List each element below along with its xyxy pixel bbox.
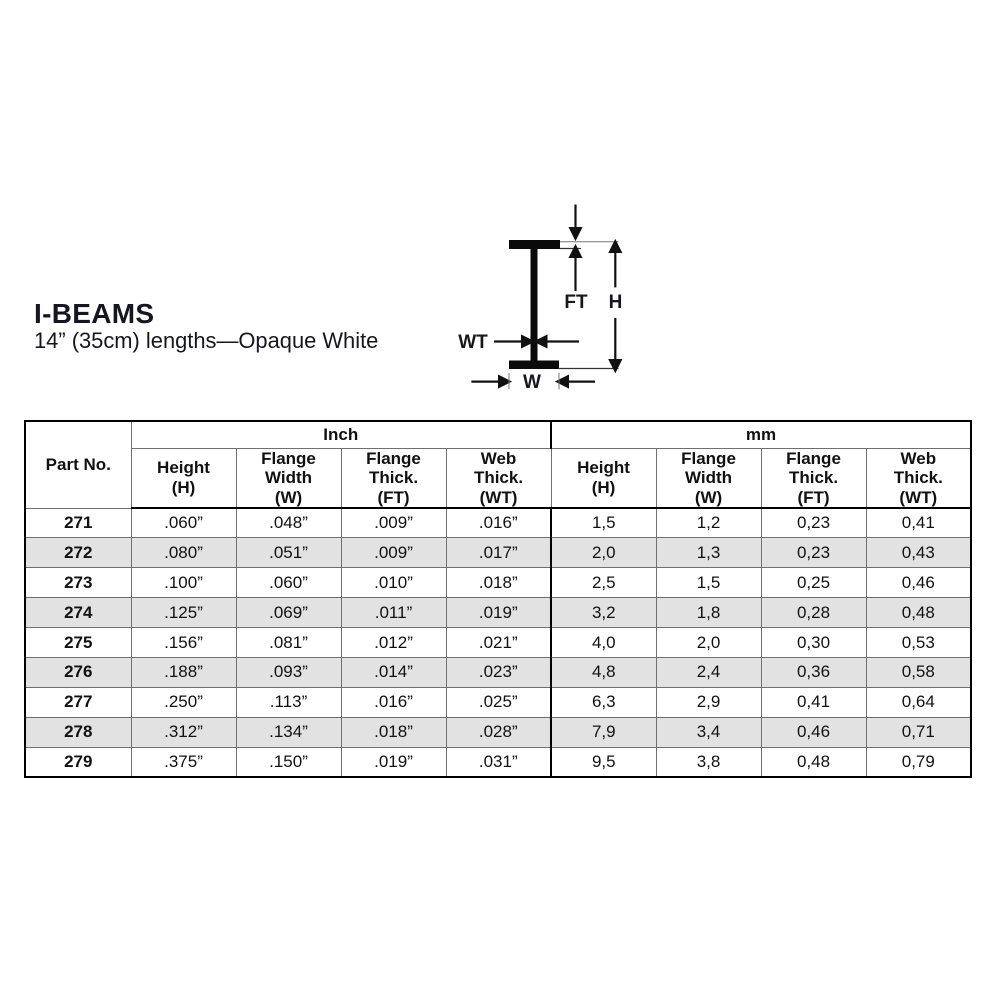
svg-text:H: H: [609, 292, 623, 313]
svg-text:WT: WT: [458, 332, 488, 353]
svg-text:W: W: [523, 372, 541, 393]
svg-text:FT: FT: [564, 292, 588, 313]
